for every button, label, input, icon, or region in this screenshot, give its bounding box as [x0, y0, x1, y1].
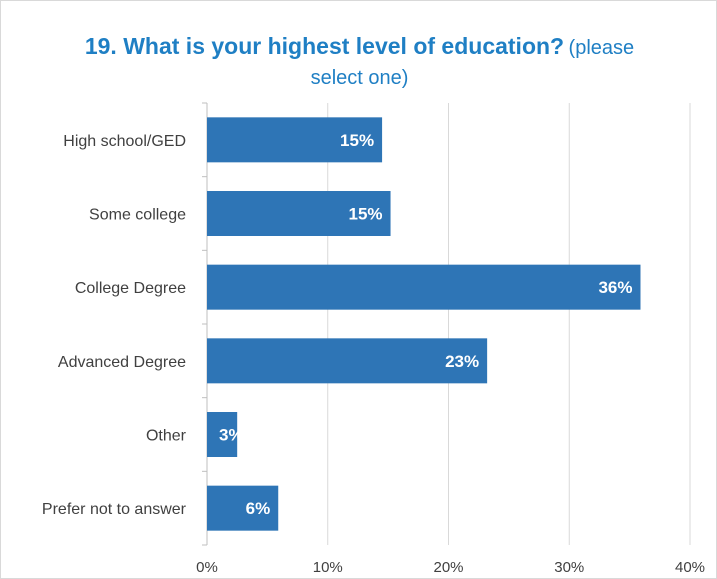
x-tick-label: 30% [554, 559, 584, 576]
x-tick-label: 0% [196, 559, 218, 576]
category-label: High school/GED [63, 133, 186, 150]
chart-subtitle-part1: (please [568, 37, 635, 59]
category-label: Prefer not to answer [42, 501, 187, 518]
data-label: 3% [219, 426, 244, 445]
bar [207, 412, 238, 457]
category-label: Advanced Degree [58, 354, 186, 371]
bar [207, 191, 391, 236]
data-label: 36% [598, 278, 632, 297]
x-tick-label: 10% [313, 559, 343, 576]
chart-title: 19. What is your highest level of educat… [1, 31, 717, 91]
category-label: College Degree [75, 280, 186, 297]
category-label: Some college [89, 207, 186, 224]
bar [207, 264, 641, 310]
chart-subtitle-part2: select one) [310, 67, 409, 89]
x-tick-label: 20% [433, 559, 463, 576]
bar [207, 485, 279, 531]
bar [207, 117, 383, 163]
data-label: 6% [246, 499, 271, 518]
data-label: 15% [349, 205, 383, 224]
data-label: 23% [445, 352, 479, 371]
bar [207, 338, 488, 384]
category-label: Other [146, 428, 187, 445]
chart-title-main: 19. What is your highest level of educat… [84, 33, 565, 59]
x-tick-label: 40% [675, 559, 705, 576]
data-label: 15% [340, 131, 374, 150]
